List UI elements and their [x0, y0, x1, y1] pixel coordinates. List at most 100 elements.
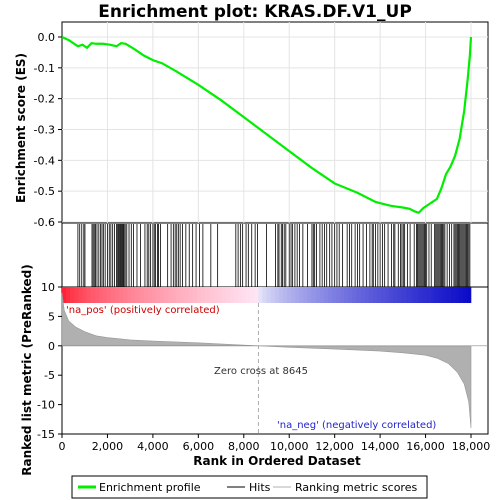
rank-bar-segment-45	[246, 287, 251, 303]
rank-bar-segment-35	[205, 287, 210, 303]
legend-metric-label: Ranking metric scores	[295, 481, 417, 494]
rank-bar-segment-39	[221, 287, 226, 303]
x-tick-label-8: 16,000	[406, 440, 445, 453]
x-tick-label-7: 14,000	[361, 440, 400, 453]
rank-bar-segment-84	[405, 287, 410, 303]
rank-bar-segment-96	[454, 287, 460, 303]
es-gridlines	[62, 22, 488, 223]
legend: Enrichment profile Hits Ranking metric s…	[71, 475, 428, 499]
rank-bar-segment-50	[266, 287, 271, 303]
rank-bar-segment-75	[368, 287, 374, 303]
rank-bar-segment-28	[176, 287, 181, 303]
chart-title: Enrichment plot: KRAS.DF.V1_UP	[98, 2, 412, 22]
rank-bar-segment-46	[250, 287, 255, 303]
rank-bar-segment-40	[225, 287, 230, 303]
rank-bar-segment-7	[90, 287, 96, 303]
rank-bar-segment-0	[62, 287, 67, 303]
rank-bar-segment-2	[70, 287, 75, 303]
rank-bar-segment-25	[164, 287, 169, 303]
es-tick-label-2: -0.2	[34, 93, 55, 106]
rank-bar-segment-56	[291, 287, 296, 303]
x-tick-label-9: 18,000	[452, 440, 491, 453]
rank-bar-segment-5	[82, 287, 87, 303]
rank-bar-segment-90	[430, 287, 435, 303]
x-tick-label-4: 8,000	[228, 440, 260, 453]
x-axis-ticks: 0 2,000 4,000 6,000 8,000 10,000 12,000 14,000 1…	[59, 434, 491, 453]
es-panel-frame	[61, 21, 489, 224]
x-tick-label-2: 4,000	[137, 440, 169, 453]
rank-bar-segment-98	[462, 287, 468, 303]
rank-bar-segment-10	[102, 287, 108, 303]
metric-tick-label-1: 5	[48, 310, 55, 323]
rank-bar-segment-81	[393, 287, 398, 303]
es-axis-ticks: 0.0 -0.1 -0.2 -0.3 -0.4 -0.5 -0.6	[34, 31, 62, 229]
rank-bar-segment-68	[340, 287, 345, 303]
rank-bar-segment-73	[360, 287, 365, 303]
es-profile	[61, 35, 473, 215]
x-tick-label-3: 6,000	[183, 440, 215, 453]
rank-bar-segment-14	[119, 287, 124, 303]
es-tick-label-5: -0.5	[34, 185, 55, 198]
metric-series	[61, 292, 472, 429]
es-tick-label-3: -0.3	[34, 124, 55, 137]
enrichment-profile-line	[61, 35, 473, 215]
rank-bar-segment-43	[237, 287, 243, 303]
rank-bar-segment-42	[233, 287, 239, 303]
rank-bar-segment-38	[217, 287, 222, 303]
rank-bar-segment-92	[438, 287, 443, 303]
es-axis-title: Enrichment score (ES)	[14, 53, 28, 203]
rank-bar-segment-91	[434, 287, 439, 303]
rank-bar-segment-47	[254, 287, 259, 303]
rank-bar-segment-94	[446, 287, 451, 303]
rank-bar-segment-22	[151, 287, 157, 303]
rank-bar-segment-31	[188, 287, 194, 303]
rank-bar-segment-74	[364, 287, 370, 303]
rank-bar-segment-80	[389, 287, 394, 303]
rank-bar-segment-12	[111, 287, 116, 303]
es-tick-label-1: -0.1	[34, 62, 55, 75]
rank-bar-segment-60	[307, 287, 312, 303]
rank-bar-segment-64	[323, 287, 329, 303]
metric-tick-label-3: -5	[44, 369, 55, 382]
rank-bar-segment-69	[344, 287, 349, 303]
metric-tick-label-5: -15	[37, 428, 55, 441]
rank-bar-segment-6	[86, 287, 91, 303]
rank-bar-segment-95	[450, 287, 455, 303]
rank-bar-segment-20	[143, 287, 149, 303]
rank-bar-segment-37	[213, 287, 218, 303]
rank-bar-segment-41	[229, 287, 235, 303]
hits-ticks	[77, 224, 471, 287]
rank-bar-segment-34	[201, 287, 206, 303]
metric-tick-label-2: 0	[48, 340, 55, 353]
rank-bar-segment-89	[426, 287, 431, 303]
rank-bar-segment-79	[385, 287, 390, 303]
rank-bar-segment-57	[295, 287, 300, 303]
rank-bar-segment-24	[160, 287, 165, 303]
pos-label: 'na_pos' (positively correlated)	[66, 305, 220, 316]
rank-bar-segment-66	[331, 287, 337, 303]
rank-bar-segment-55	[286, 287, 292, 303]
rank-bar-segment-13	[115, 287, 120, 303]
rank-bar-segment-33	[196, 287, 202, 303]
rank-bar-segment-29	[180, 287, 185, 303]
rank-bar-segment-78	[381, 287, 386, 303]
rank-bar-segment-93	[442, 287, 447, 303]
rank-bar-segment-36	[209, 287, 214, 303]
rank-bar-segment-85	[409, 287, 415, 303]
rank-bar-segment-99	[466, 287, 472, 303]
metric-axis-ticks: 10 5 0 -5 -10 -15	[37, 281, 62, 441]
neg-label: 'na_neg' (negatively correlated)	[277, 420, 436, 431]
metric-axis-title: Ranked list metric (PreRanked)	[20, 264, 34, 476]
rank-bar-segment-77	[376, 287, 382, 303]
rank-bar-segment-52	[274, 287, 280, 303]
rank-bar-segment-3	[74, 287, 79, 303]
es-tick-label-4: -0.4	[34, 154, 55, 167]
rank-bar-segment-59	[303, 287, 308, 303]
rank-bar-segment-48	[258, 287, 263, 303]
rank-bar-segment-53	[278, 287, 284, 303]
rank-bar-segment-58	[299, 287, 304, 303]
rank-bar-segment-82	[397, 287, 402, 303]
rank-bar-segment-71	[352, 287, 357, 303]
rank-bar-segment-21	[147, 287, 153, 303]
